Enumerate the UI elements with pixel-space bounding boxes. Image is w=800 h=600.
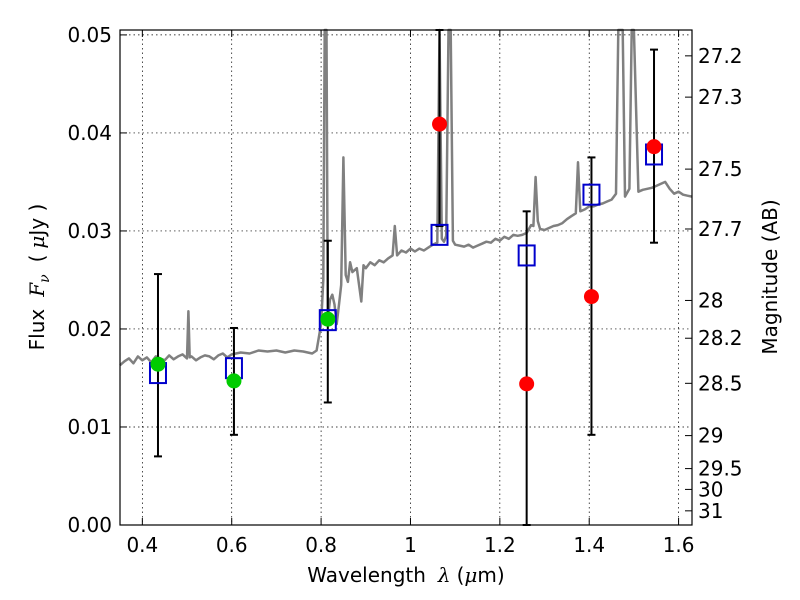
x-axis-label: Wavelength λ (μm) (307, 563, 504, 587)
x-tick-label: 1.4 (573, 533, 605, 557)
model-square-marker (517, 244, 536, 267)
y-tick-label: 0.05 (67, 23, 112, 47)
y-axis-ticks: 0.00 0.01 0.02 0.03 0.04 0.05 (67, 23, 127, 537)
plot-frame (119, 29, 693, 526)
model-square-marker (318, 309, 337, 332)
x-axis-ticks: 0.4 0.6 0.8 1 1.2 1.4 1.6 (126, 30, 695, 557)
x-tick-label: 0.6 (216, 533, 248, 557)
y2-axis-label: Magnitude (AB) (758, 199, 782, 354)
y-axis-label: Flux Fν ( μJy ) (25, 204, 53, 351)
y2-tick-label: 29 (698, 424, 723, 448)
x-tick-label: 1.2 (484, 533, 516, 557)
y-axis-label-unit-open: ( (25, 255, 49, 263)
photometry-point-layer (150, 116, 662, 392)
y2-tick-label: 28.2 (698, 326, 743, 350)
y-tick-label: 0.01 (67, 415, 112, 439)
y2-tick-label: 30 (698, 477, 723, 501)
red-data-point (583, 289, 599, 305)
grid-lines (120, 30, 692, 526)
y-axis-label-unit-rest: Jy ) (25, 204, 49, 238)
y2-tick-label: 27.2 (698, 44, 743, 68)
model-square-marker (582, 183, 601, 206)
green-data-point (320, 311, 336, 327)
red-data-point (432, 116, 448, 132)
y-axis-label-sub: ν (37, 274, 53, 283)
x-tick-label: 0.4 (126, 533, 158, 557)
y2-tick-label: 28.5 (698, 371, 743, 395)
x-tick-label: 0.8 (305, 533, 337, 557)
y2-tick-label: 27.3 (698, 85, 743, 109)
y-tick-label: 0.00 (67, 513, 112, 537)
green-data-point (226, 373, 242, 389)
y-tick-label: 0.03 (67, 219, 112, 243)
x-axis-label-text: Wavelength (307, 563, 426, 587)
red-data-point (519, 376, 535, 392)
x-axis-label-unit-rest: m) (477, 563, 504, 587)
x-axis-label-symbol: λ (437, 563, 451, 587)
x-tick-label: 1 (404, 533, 417, 557)
y2-tick-label: 31 (698, 499, 723, 523)
y-tick-label: 0.04 (67, 121, 112, 145)
y2-tick-label: 29.5 (698, 457, 743, 481)
x-axis-label-unit-open: ( (457, 563, 465, 587)
y2-tick-label: 27.5 (698, 157, 743, 181)
x-axis-label-unit-mu: μ (464, 563, 477, 587)
red-data-point (646, 139, 662, 155)
y-tick-label: 0.02 (67, 317, 112, 341)
y-axis-label-unit-mu: μ (25, 236, 49, 249)
plot-background (120, 30, 692, 525)
y-axis-label-symbol: F (25, 282, 49, 298)
x-tick-label: 1.6 (663, 533, 695, 557)
model-square-marker (430, 223, 449, 246)
y2-tick-label: 27.7 (698, 217, 743, 241)
y-axis-label-text: Flux (25, 309, 49, 351)
green-data-point (150, 356, 166, 372)
y2-tick-label: 28 (698, 288, 723, 312)
